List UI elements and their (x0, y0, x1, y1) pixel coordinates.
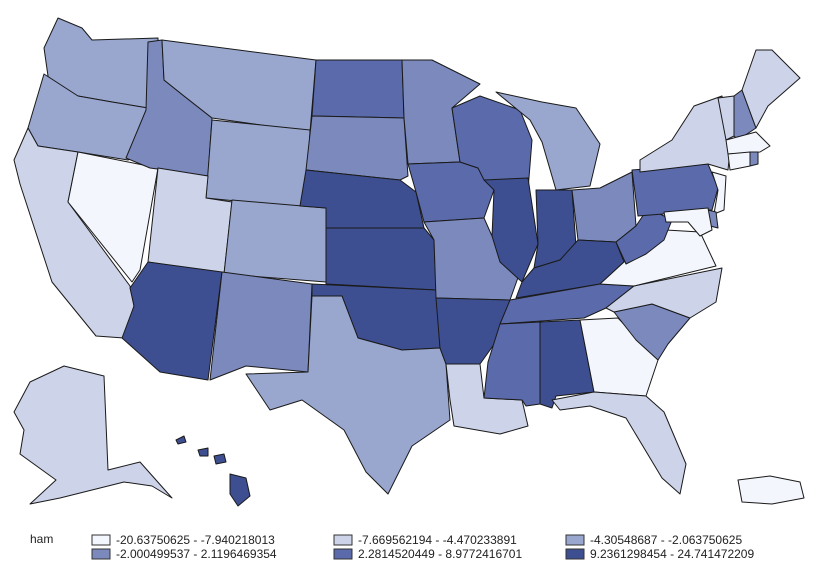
legend: ham -20.63750625 - -7.940218013 -7.66956… (30, 532, 754, 561)
legend-swatch-6 (565, 548, 585, 560)
legend-swatch-4 (91, 548, 111, 560)
state-wy (205, 119, 311, 209)
state-tx (245, 295, 451, 495)
state-hi (175, 435, 251, 507)
state-ny (639, 95, 731, 173)
state-ga (579, 317, 659, 397)
state-nc (605, 267, 723, 319)
state-ct (727, 151, 751, 171)
state-ri (749, 151, 759, 167)
state-md (663, 207, 713, 237)
legend-swatch-1 (91, 534, 111, 546)
legend-label-4: -2.000499537 - 2.1196469354 (116, 547, 277, 561)
legend-label-5: 2.2814520449 - 8.9772416701 (358, 547, 522, 561)
legend-label-6: 9.2361298454 - 24.741472209 (590, 547, 754, 561)
state-nj (711, 171, 727, 215)
legend-title: ham (30, 532, 53, 546)
state-pr (737, 475, 805, 505)
state-mo (423, 217, 521, 301)
state-ak (13, 365, 173, 505)
state-nd (311, 59, 405, 119)
state-az (121, 261, 223, 381)
state-nm (209, 271, 313, 381)
legend-label-3: -4.30548687 - -2.063750625 (590, 533, 742, 547)
state-sd (305, 115, 409, 181)
state-me (741, 49, 801, 129)
state-fl (551, 391, 687, 495)
state-il (483, 177, 539, 283)
legend-label-1: -20.63750625 - -7.940218013 (116, 533, 275, 547)
legend-swatch-2 (333, 534, 353, 546)
state-ma (725, 131, 771, 155)
state-mi (495, 91, 601, 191)
state-ks (325, 227, 437, 291)
legend-label-2: -7.669562194 - -4.470233891 (358, 533, 517, 547)
state-la (445, 363, 529, 435)
state-wv (615, 207, 673, 265)
state-co (223, 199, 327, 283)
legend-swatch-5 (333, 548, 353, 560)
legend-swatch-3 (565, 534, 585, 546)
